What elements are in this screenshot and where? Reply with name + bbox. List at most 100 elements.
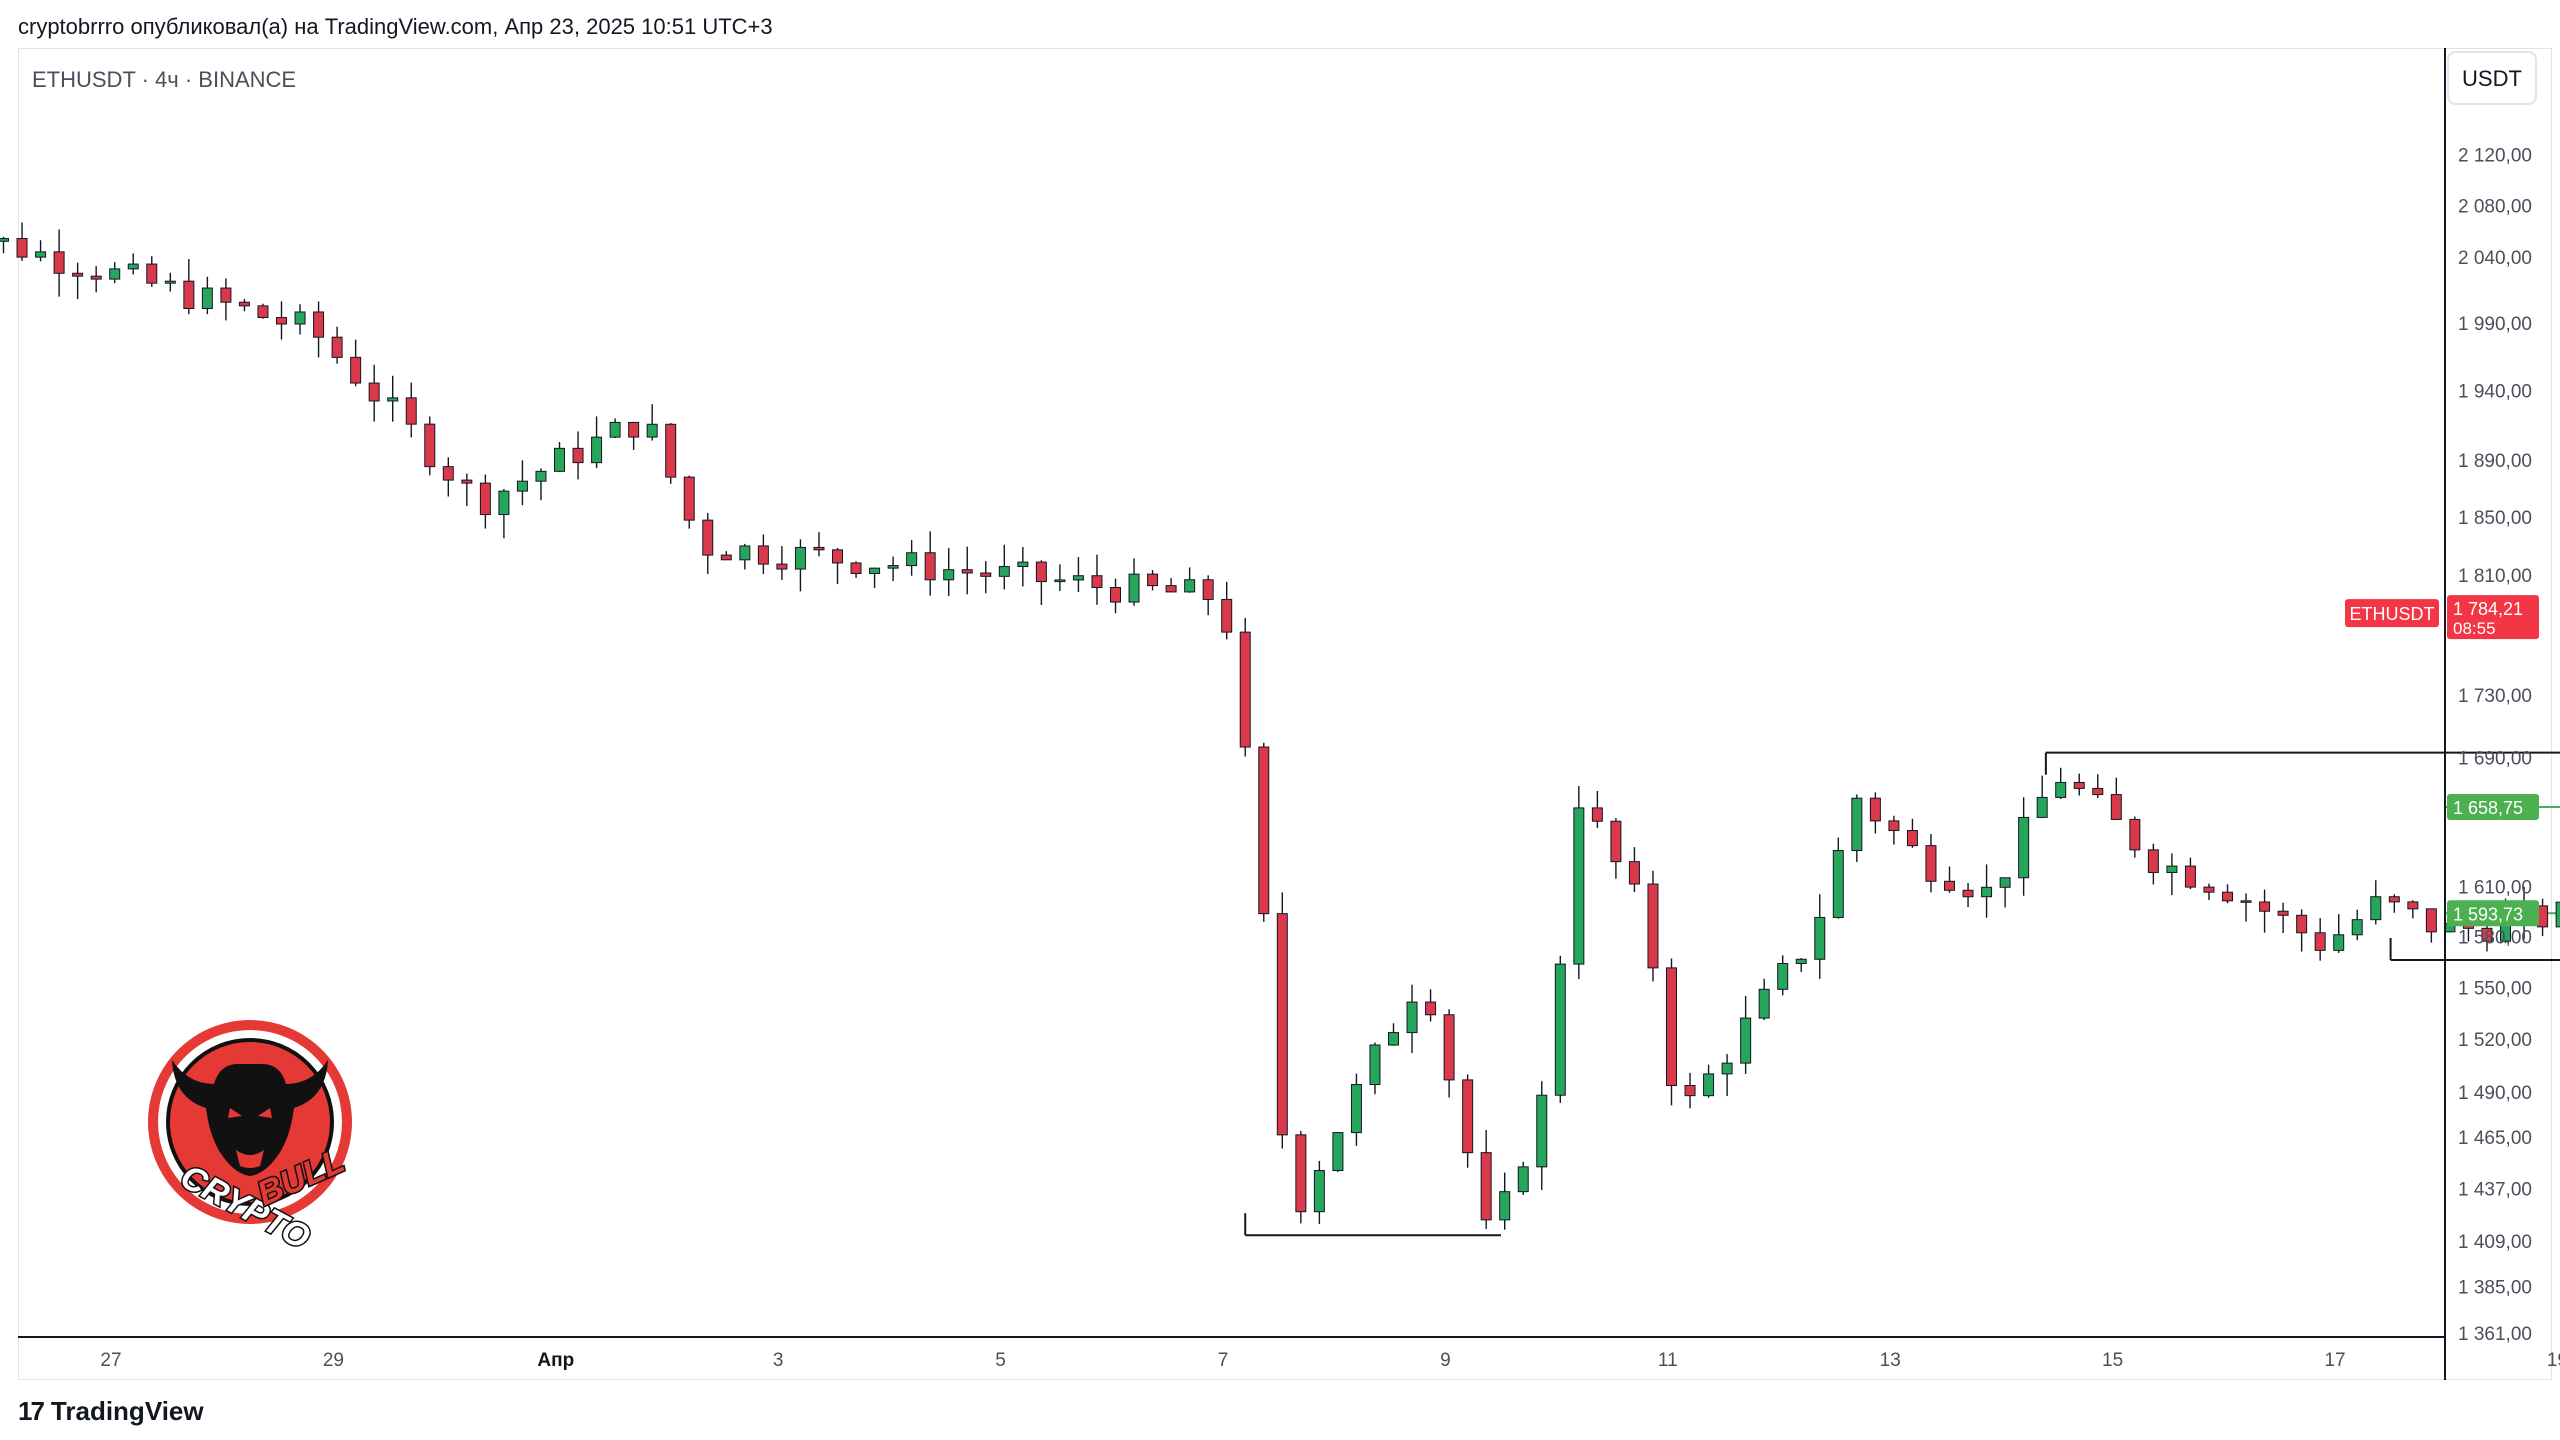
candle-down [2203, 886, 2215, 893]
candle-up [1517, 1166, 1529, 1193]
candle-down [924, 552, 936, 581]
candle-down [2259, 901, 2271, 912]
candle-down [702, 519, 714, 556]
candle-up [646, 423, 658, 438]
candle-up [1499, 1191, 1511, 1221]
candle-down [961, 569, 973, 574]
candle-up [2036, 796, 2048, 818]
candle-down [479, 482, 491, 516]
candle-down [683, 476, 695, 521]
candle-down [2147, 849, 2159, 874]
x-axis-labels: 2729Апр357911131517192123252729Май357 [100, 1350, 2560, 1371]
candle-down [2129, 818, 2141, 851]
candle-up [387, 397, 399, 402]
candle-down [1591, 807, 1603, 822]
candle-down [238, 301, 250, 307]
candle-down [832, 549, 844, 564]
y-tick-label: 1 890,00 [2458, 451, 2532, 472]
y-tick-label: 2 120,00 [2458, 146, 2532, 167]
candle-down [1443, 1014, 1455, 1081]
support-price-value: 1 593,73 [2453, 904, 2523, 924]
y-tick-label: 1 610,00 [2458, 877, 2532, 898]
candle-up [1832, 850, 1844, 918]
candle-up [1740, 1017, 1752, 1064]
candle-down [628, 421, 640, 438]
tradingview-logo-icon: 17 [18, 1396, 45, 1426]
currency-button[interactable]: USDT [2447, 51, 2537, 105]
candle-up [201, 287, 213, 310]
candle-up [1573, 807, 1585, 965]
candle-down [1869, 797, 1881, 822]
candle-up [998, 566, 1010, 577]
candle-up [1758, 988, 1770, 1019]
candle-up [1721, 1062, 1733, 1075]
y-tick-label: 2 080,00 [2458, 196, 2532, 217]
current-price-value: 1 784,21 [2453, 599, 2523, 619]
candle-down [2425, 908, 2437, 933]
candle-down [2110, 794, 2122, 820]
candle-down [1647, 883, 1659, 969]
candle-up [2018, 816, 2030, 879]
candle-down [2240, 900, 2252, 903]
candle-down [1295, 1134, 1307, 1213]
support-price-value: 1 658,75 [2453, 798, 2523, 818]
candles-layer [0, 222, 2560, 1230]
candle-up [906, 552, 918, 567]
candle-down [1258, 746, 1270, 915]
candle-up [2555, 901, 2560, 928]
candle-up [1999, 877, 2011, 888]
tradingview-footer[interactable]: 17 TradingView [18, 1396, 204, 1427]
x-tick-label: 15 [2102, 1350, 2123, 1371]
x-tick-label: 19 [2547, 1350, 2560, 1371]
candle-up [1981, 886, 1993, 898]
candle-up [1536, 1094, 1548, 1168]
candle-down [850, 562, 862, 575]
candle-down [257, 305, 269, 319]
crypto-bull-logo: CRYPTO BULL [148, 1020, 352, 1259]
candle-down [442, 466, 454, 481]
currency-label: USDT [2462, 66, 2522, 91]
x-tick-label: 29 [323, 1350, 344, 1371]
y-tick-label: 1 580,00 [2458, 927, 2532, 948]
y-tick-label: 1 490,00 [2458, 1083, 2532, 1104]
candle-down [2481, 927, 2493, 942]
candle-up [1369, 1044, 1381, 1086]
candle-down [220, 287, 232, 303]
candle-down [1425, 1001, 1437, 1016]
candle-down [1276, 913, 1288, 1136]
candle-down [572, 447, 584, 464]
x-tick-label: 9 [1440, 1350, 1451, 1371]
candle-up [1072, 575, 1084, 581]
countdown-value: 08:55 [2453, 619, 2496, 638]
y-tick-label: 1 520,00 [2458, 1030, 2532, 1051]
lines-layer [1244, 751, 2560, 1237]
y-tick-label: 1 437,00 [2458, 1180, 2532, 1201]
candle-down [2073, 781, 2085, 789]
candle-down [1628, 861, 1640, 885]
y-tick-label: 1 940,00 [2458, 382, 2532, 403]
candle-down [2296, 914, 2308, 934]
x-tick-label: 5 [995, 1350, 1006, 1371]
candle-up [35, 251, 47, 258]
candle-down [331, 336, 343, 358]
symbol-tag-label: ETHUSDT [2350, 604, 2435, 624]
candle-up [591, 436, 603, 464]
x-tick-label: 7 [1218, 1350, 1229, 1371]
candle-down [2277, 910, 2289, 916]
candle-down [461, 479, 473, 484]
candle-down [1610, 820, 1622, 863]
candle-down [1165, 585, 1177, 593]
y-tick-label: 1 990,00 [2458, 314, 2532, 335]
x-tick-label: 17 [2324, 1350, 2345, 1371]
candle-up [869, 567, 881, 575]
candle-down [2314, 932, 2326, 951]
candle-down [2388, 896, 2400, 903]
symbol-title: ETHUSDT · 4ч · BINANCE [32, 67, 297, 92]
y-tick-label: 1 385,00 [2458, 1278, 2532, 1299]
candle-up [535, 470, 547, 482]
candle-down [1480, 1152, 1492, 1221]
candle-up [1128, 573, 1140, 603]
candle-down [1684, 1085, 1696, 1097]
